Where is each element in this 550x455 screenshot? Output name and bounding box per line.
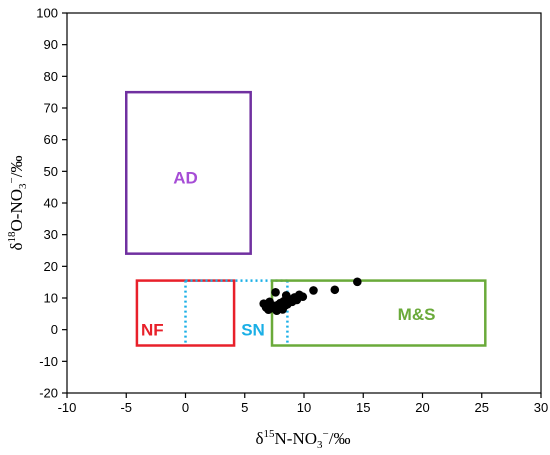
- y-tick-label: 80: [44, 69, 58, 84]
- x-tick-label: 5: [241, 400, 248, 415]
- y-tick-label: 60: [44, 132, 58, 147]
- x-tick-label: -10: [58, 400, 77, 415]
- y-tick-label: 30: [44, 227, 58, 242]
- data-point: [271, 288, 280, 297]
- x-tick-label: 20: [415, 400, 429, 415]
- data-point: [330, 285, 340, 295]
- y-tick-label: 0: [51, 322, 58, 337]
- y-tick-label: 20: [44, 259, 58, 274]
- region-label-m-s: M&S: [398, 305, 436, 324]
- x-axis-title: δ15N-NO3−/‰: [256, 428, 351, 451]
- y-tick-label: 70: [44, 101, 58, 116]
- y-tick-label: -20: [39, 386, 58, 401]
- data-point: [309, 286, 318, 295]
- x-tick-label: 10: [297, 400, 311, 415]
- data-point: [298, 292, 308, 302]
- y-tick-label: 90: [44, 37, 58, 52]
- data-points: [259, 277, 362, 315]
- region-label-sn: SN: [241, 321, 265, 340]
- y-tick-label: -10: [39, 354, 58, 369]
- x-tick-label: 0: [182, 400, 189, 415]
- region-box-ad: [125, 90, 252, 255]
- x-tick-label: 25: [475, 400, 489, 415]
- x-axis-ticks: -10 -5 0 5 10 15 20 25 30: [58, 393, 548, 415]
- region-labels: AD NF SN M&S: [141, 169, 435, 340]
- region-label-ad: AD: [173, 169, 198, 188]
- region-box-m-s: [270, 279, 487, 347]
- x-tick-label: 30: [534, 400, 548, 415]
- y-tick-label: 10: [44, 291, 58, 306]
- y-axis-ticks: -20 -10 0 10 20 30 40 50 60 70 80 90 100: [36, 6, 67, 401]
- y-tick-label: 50: [44, 164, 58, 179]
- data-point: [353, 277, 362, 287]
- y-tick-label: 100: [36, 6, 58, 21]
- y-axis-title: δ18O-NO3−/‰: [6, 156, 29, 251]
- x-tick-label: -5: [120, 400, 132, 415]
- y-tick-label: 40: [44, 196, 58, 211]
- x-tick-label: 15: [356, 400, 370, 415]
- region-label-nf: NF: [141, 321, 164, 340]
